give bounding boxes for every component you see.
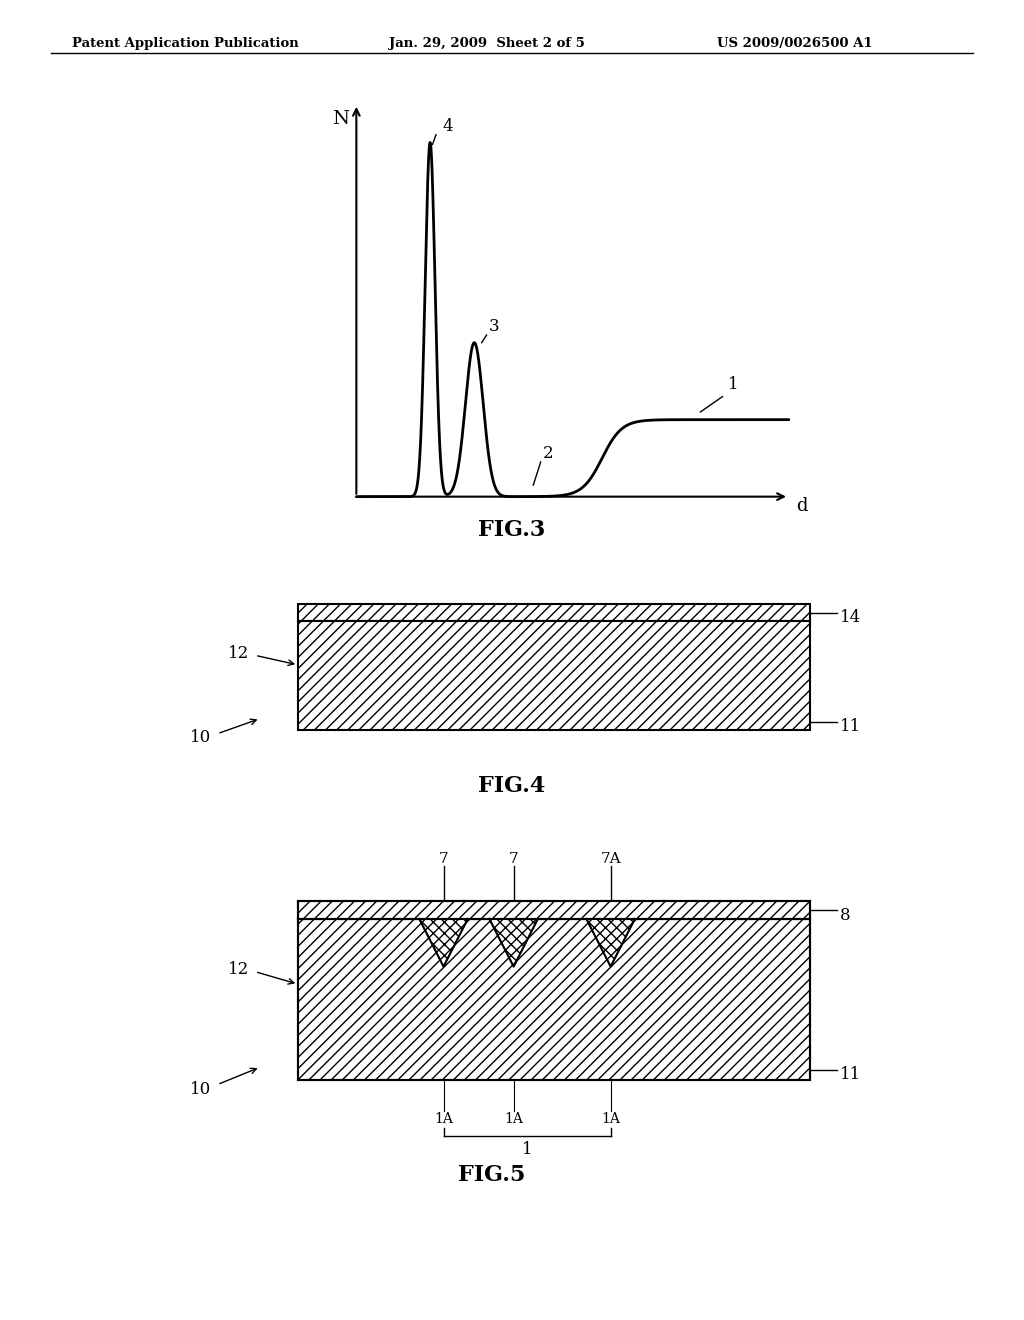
Text: 4: 4 [442, 117, 453, 135]
Bar [298, 902, 810, 919]
Text: N: N [332, 111, 349, 128]
Text: FIG.4: FIG.4 [478, 775, 546, 797]
Bar [298, 919, 810, 1080]
Polygon shape [489, 919, 538, 966]
Bar [298, 620, 810, 730]
Text: 2: 2 [543, 445, 554, 462]
Text: 10: 10 [190, 1081, 212, 1098]
Text: 1: 1 [522, 1140, 532, 1158]
Text: US 2009/0026500 A1: US 2009/0026500 A1 [717, 37, 872, 50]
Text: FIG.5: FIG.5 [458, 1164, 525, 1187]
Polygon shape [489, 919, 538, 966]
Text: 10: 10 [190, 729, 212, 746]
Bar [298, 603, 810, 620]
Text: 1A: 1A [434, 1113, 453, 1126]
Text: 11: 11 [840, 1067, 861, 1084]
Text: 12: 12 [228, 645, 249, 661]
Text: 12: 12 [228, 961, 249, 978]
Text: 7: 7 [438, 853, 449, 866]
Text: d: d [797, 498, 808, 515]
Polygon shape [419, 919, 468, 966]
Text: 7A: 7A [600, 853, 621, 866]
Polygon shape [587, 919, 635, 966]
Text: 11: 11 [840, 718, 861, 735]
Text: 14: 14 [840, 609, 861, 626]
Polygon shape [587, 919, 635, 966]
Text: 1: 1 [727, 376, 738, 393]
Text: 7: 7 [509, 853, 518, 866]
Polygon shape [419, 919, 468, 966]
Text: 1A: 1A [504, 1113, 523, 1126]
Text: 8: 8 [840, 907, 850, 924]
Text: 1A: 1A [601, 1113, 621, 1126]
Text: 3: 3 [489, 318, 500, 335]
Text: Patent Application Publication: Patent Application Publication [72, 37, 298, 50]
Text: Jan. 29, 2009  Sheet 2 of 5: Jan. 29, 2009 Sheet 2 of 5 [389, 37, 585, 50]
Text: FIG.3: FIG.3 [478, 519, 546, 541]
